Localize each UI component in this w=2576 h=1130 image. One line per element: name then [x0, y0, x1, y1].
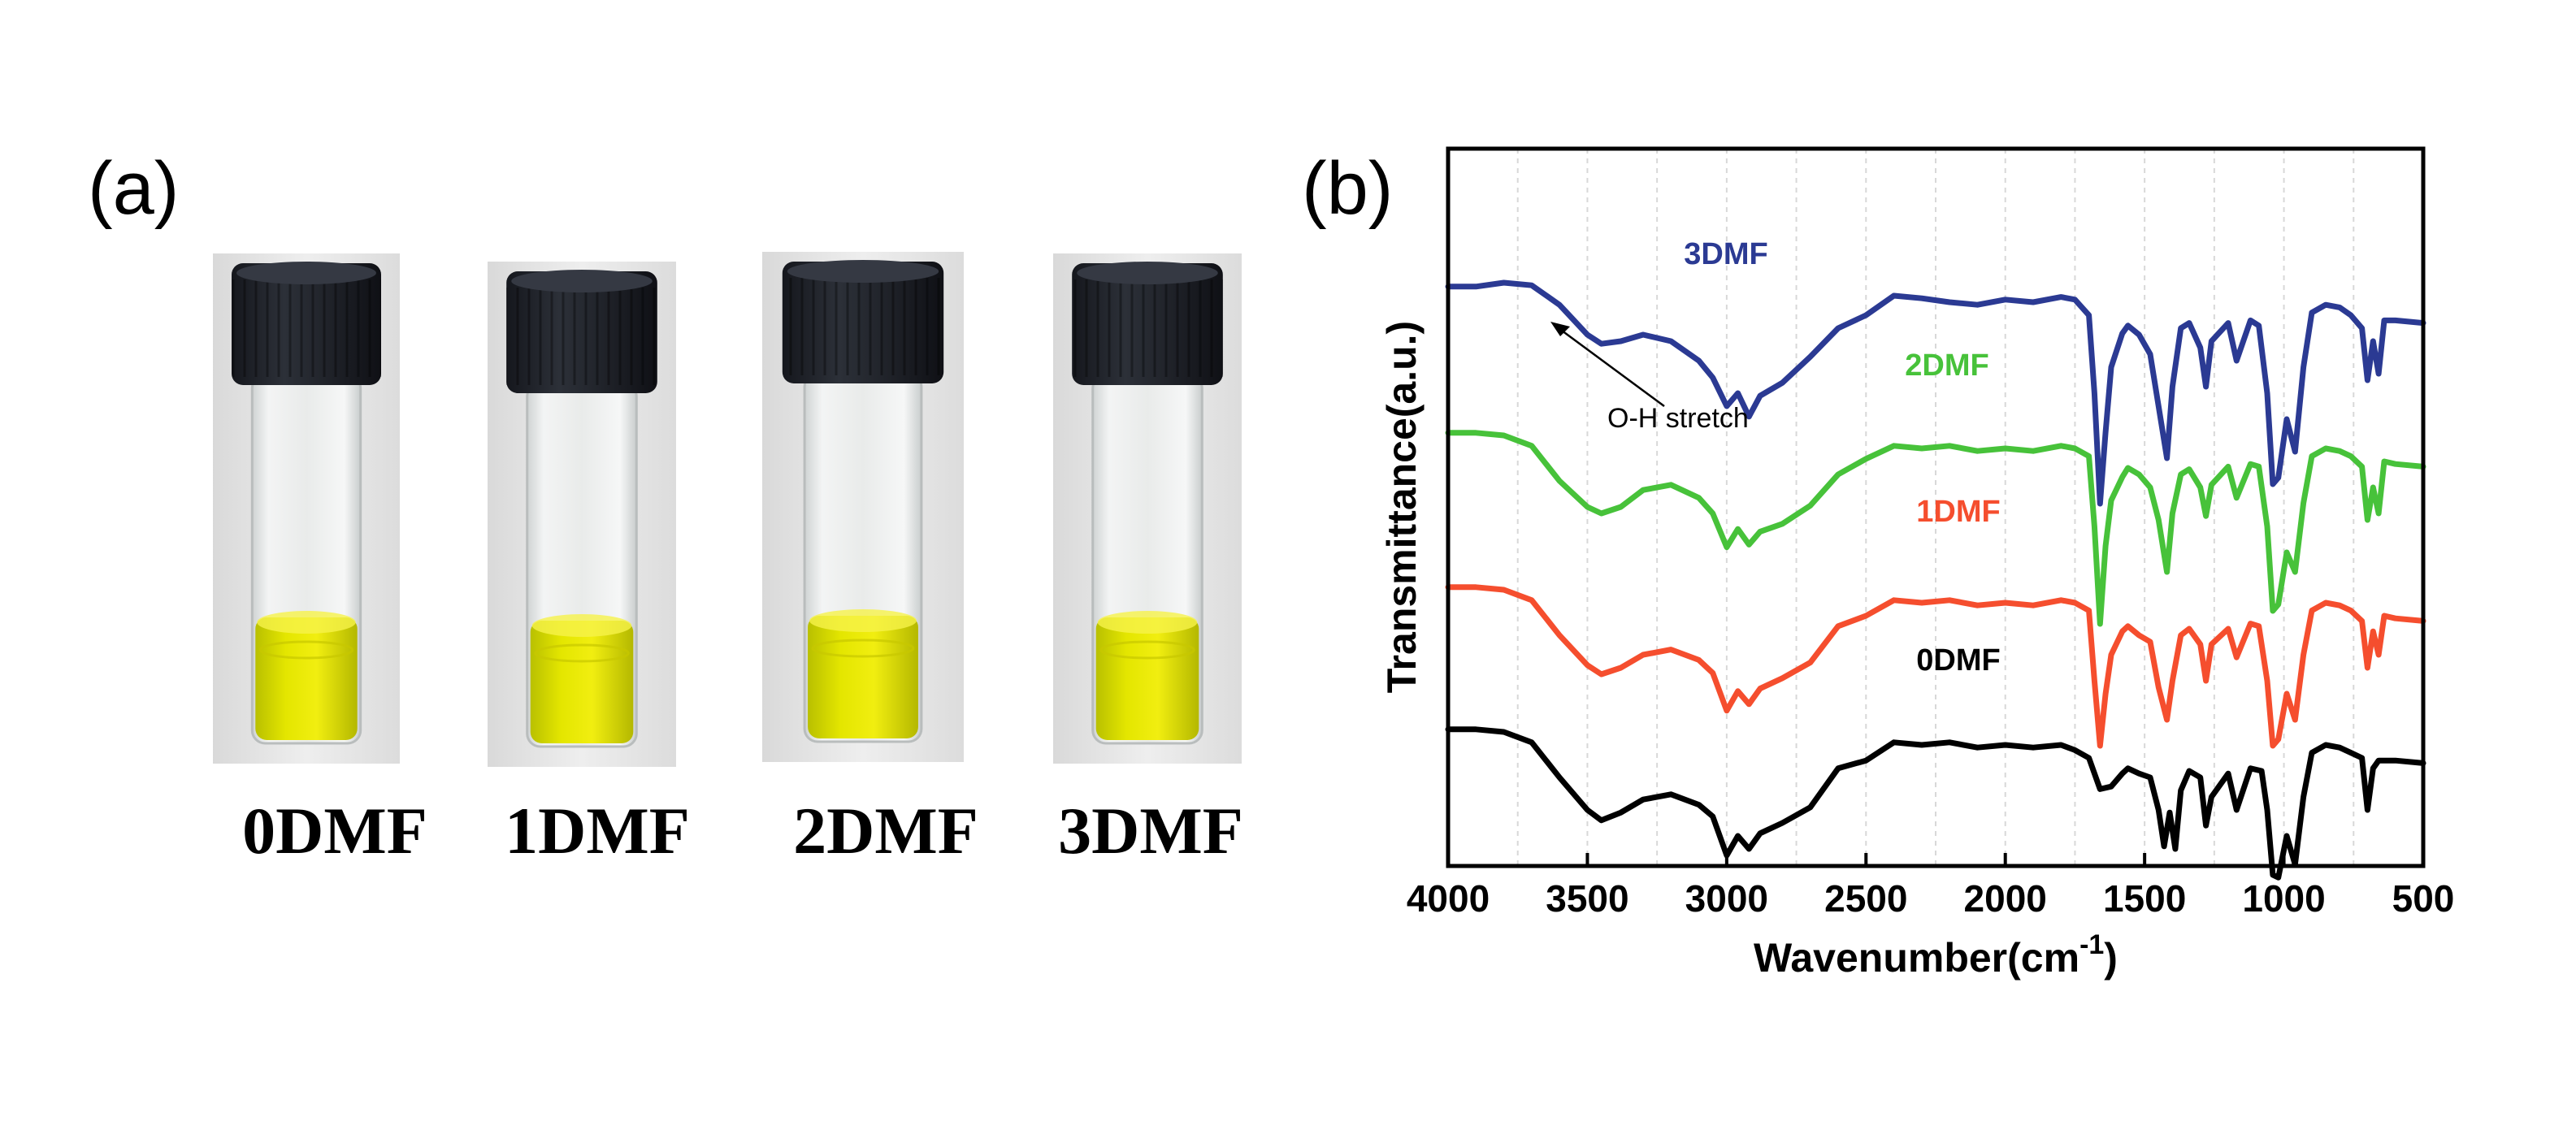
vial-label-2dmf: 2DMF	[793, 794, 978, 868]
x-tick-label: 1500	[2103, 877, 2186, 920]
x-tick-label: 4000	[1407, 877, 1490, 920]
x-tick-label: 1000	[2242, 877, 2325, 920]
vial-label-3dmf: 3DMF	[1058, 794, 1243, 868]
series-lines	[1445, 279, 2426, 881]
series-line-1dmf	[1445, 584, 2426, 749]
annotation-text: O-H stretch	[1607, 403, 1749, 434]
series-line-2dmf	[1445, 430, 2426, 627]
x-tick-label: 2500	[1824, 877, 1907, 920]
vial-photo-2dmf	[762, 252, 964, 762]
series-label-2dmf: 2DMF	[1905, 349, 1988, 383]
x-tick-label: 500	[2392, 877, 2455, 920]
panel-a-label: (a)	[88, 147, 180, 230]
series-label-0dmf: 0DMF	[1916, 643, 2000, 678]
vial-photo-0dmf	[213, 253, 400, 764]
plot-frame	[1446, 146, 2426, 868]
annotation-arrow-head	[1550, 322, 1570, 336]
vial-photos: 0DMF 1DMF 2DMF 3DMF	[213, 252, 1243, 868]
annotation-arrow-line	[1558, 327, 1665, 408]
series-label-3dmf: 3DMF	[1684, 237, 1767, 271]
x-axis-tick-labels: 4000 3500 3000 2500 2000 1500 1000 500	[1407, 877, 2455, 920]
vial-photo-3dmf	[1053, 253, 1242, 764]
x-tick-label: 2000	[1964, 877, 2047, 920]
vial-label-1dmf: 1DMF	[505, 794, 690, 868]
panel-b-label: (b)	[1302, 147, 1394, 230]
vial-photo-1dmf	[488, 262, 676, 767]
x-axis-title: Wavenumber(cm-1)	[1754, 929, 2118, 981]
series-labels: 0DMF 1DMF 2DMF 3DMF	[1684, 237, 2000, 678]
vial-label-0dmf: 0DMF	[242, 794, 427, 868]
x-axis-ticks	[1446, 853, 2425, 866]
series-label-1dmf: 1DMF	[1916, 495, 2000, 529]
series-line-0dmf	[1445, 726, 2426, 881]
x-tick-label: 3500	[1546, 877, 1628, 920]
y-axis-title: Transmittance(a.u.)	[1379, 321, 1425, 693]
x-tick-label: 3000	[1685, 877, 1768, 920]
oh-stretch-annotation: O-H stretch	[1550, 322, 1749, 434]
series-line-3dmf	[1445, 279, 2426, 507]
